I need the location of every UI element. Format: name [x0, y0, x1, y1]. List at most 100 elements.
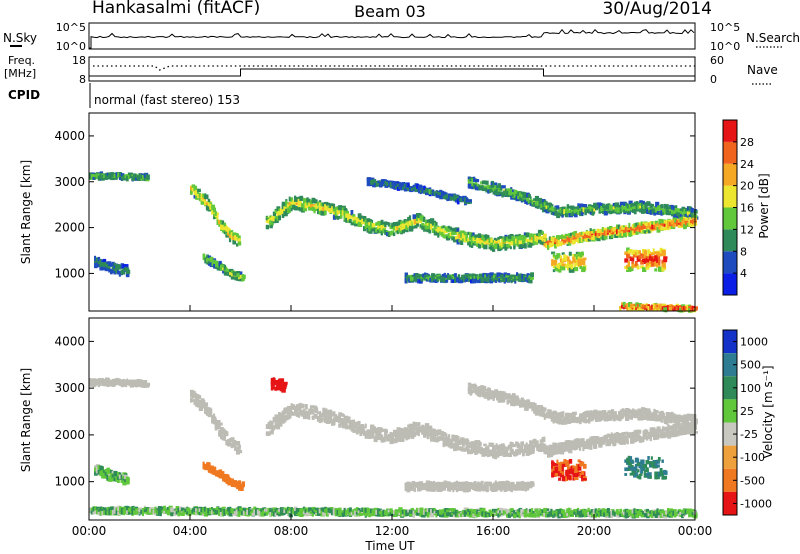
echo-cell [484, 241, 488, 245]
echo-cell [202, 401, 205, 406]
echo-cell [401, 223, 407, 227]
echo-cell [511, 189, 515, 193]
echo-cell [447, 225, 451, 231]
echo-cell [603, 410, 607, 415]
echo-cell [265, 432, 269, 436]
echo-cell [124, 382, 128, 388]
echo-cell [642, 201, 646, 206]
echo-cell [573, 208, 576, 213]
echo-cell [550, 207, 554, 211]
echo-cell [236, 236, 239, 240]
echo-cell [101, 266, 105, 270]
echo-cell [530, 278, 533, 283]
echo-cell [417, 218, 423, 224]
echo-cell [352, 430, 357, 433]
echo-cell [524, 401, 528, 405]
echo-cell [683, 421, 686, 427]
echo-cell [559, 265, 563, 270]
echo-cell [581, 251, 584, 256]
echo-cell [561, 252, 565, 255]
echo-cell [619, 409, 622, 413]
echo-cell [554, 443, 558, 447]
echo-cell [596, 228, 600, 234]
echo-cell [483, 451, 487, 456]
echo-cell [89, 380, 92, 386]
echo-cell [593, 207, 596, 212]
echo-cell [632, 208, 635, 212]
echo-cell [283, 407, 286, 413]
echo-cell [500, 278, 505, 283]
echo-cell [424, 430, 429, 433]
echo-cell [537, 235, 541, 240]
echo-cell [642, 305, 645, 310]
echo-cell [106, 266, 111, 270]
echo-cell [559, 442, 562, 446]
echo-cell [506, 448, 509, 451]
echo-cell [432, 277, 436, 281]
echo-cell [514, 275, 517, 281]
echo-cell [221, 437, 226, 440]
echo-cell [626, 251, 631, 257]
echo-cell [278, 211, 281, 215]
echo-cell [97, 176, 101, 181]
echo-cell [517, 273, 521, 279]
echo-cell [580, 440, 583, 444]
echo-cell [656, 432, 659, 435]
cpid-label: CPID [8, 88, 40, 102]
echo-cell [394, 431, 397, 435]
echo-cell [470, 446, 475, 451]
echo-cell [602, 203, 606, 209]
echo-cell [408, 433, 412, 438]
echo-cell [642, 223, 646, 229]
echo-cell [431, 437, 435, 441]
echo-cell [145, 174, 150, 180]
echo-cell [117, 270, 120, 275]
echo-cell [416, 426, 420, 432]
echo-cell [442, 436, 447, 440]
echo-cell [631, 230, 635, 235]
echo-cell [637, 416, 640, 421]
echo-cell [345, 415, 349, 420]
echo-cell [522, 194, 525, 199]
echo-cell [526, 273, 530, 278]
echo-cell [391, 186, 394, 189]
echo-cell [309, 405, 315, 409]
echo-cell [655, 410, 659, 414]
echo-cell [453, 445, 457, 452]
echo-cell [104, 176, 109, 180]
echo-cell [503, 397, 506, 403]
echo-cell [688, 214, 692, 219]
echo-cell [309, 410, 313, 414]
echo-cell [555, 235, 560, 239]
echo-cell [230, 232, 233, 237]
echo-cell [497, 183, 501, 189]
echo-cell [567, 256, 570, 262]
echo-cell [211, 212, 215, 215]
echo-cell [401, 230, 405, 234]
echo-cell [519, 400, 523, 404]
echo-cell [234, 276, 238, 281]
echo-cell [617, 434, 621, 438]
echo-cell [467, 176, 471, 180]
echo-cell [469, 442, 473, 447]
echo-cell [448, 193, 451, 198]
echo-cell [659, 247, 663, 253]
echo-cell [610, 234, 614, 238]
echo-cell [125, 269, 131, 274]
echo-cell [534, 195, 539, 201]
echo-cell [276, 417, 281, 423]
echo-cell [503, 272, 507, 278]
echo-cell [670, 226, 676, 229]
echo-cell [661, 259, 664, 264]
echo-cell [571, 234, 575, 239]
echo-cell [308, 411, 312, 415]
echo-cell [239, 274, 243, 279]
echo-cell [445, 279, 449, 283]
echo-cell [584, 444, 587, 450]
echo-cell [670, 221, 674, 225]
echo-cell [536, 447, 540, 451]
echo-cell [313, 208, 316, 214]
echo-cell [573, 239, 576, 244]
echo-cell [493, 240, 497, 246]
echo-cell [642, 259, 645, 263]
